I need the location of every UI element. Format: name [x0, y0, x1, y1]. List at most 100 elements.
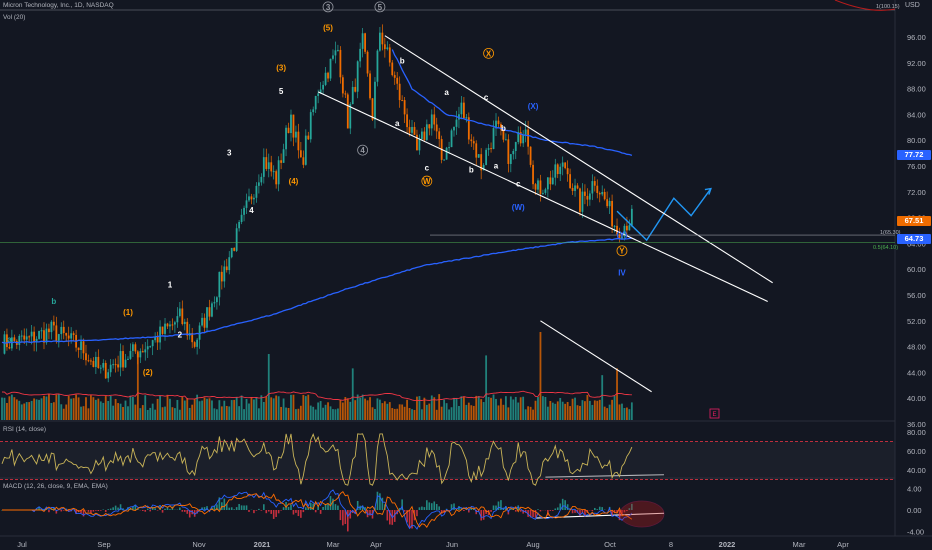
volume-bar	[230, 400, 233, 420]
volume-bar	[606, 408, 609, 420]
candle-body	[566, 168, 569, 175]
macd-histogram-bar	[263, 504, 265, 510]
sma-line	[1, 237, 633, 344]
volume-bar	[386, 403, 389, 420]
macd-histogram-bar	[218, 497, 221, 510]
volume-bar	[467, 402, 470, 420]
candle-body	[344, 93, 347, 95]
candle-body	[20, 335, 23, 337]
volume-bar	[257, 408, 260, 420]
volume-bar	[435, 409, 438, 420]
volume-bar	[193, 398, 196, 420]
wave-label: (X)	[528, 102, 539, 111]
volume-bar	[102, 402, 105, 420]
rsi-band	[0, 441, 895, 480]
volume-bar	[460, 396, 463, 420]
macd-histogram-bar	[549, 510, 552, 511]
candle-body	[109, 364, 112, 373]
candle-body	[458, 114, 460, 120]
price-tick-label: 52.00	[907, 317, 926, 326]
volume-bar	[322, 407, 324, 420]
macd-histogram-bar	[386, 510, 389, 521]
macd-histogram-bar	[90, 510, 92, 514]
wave-label: (5)	[323, 24, 333, 33]
macd-histogram-bar	[169, 509, 171, 510]
volume-bar	[262, 401, 265, 420]
volume-bar	[233, 399, 236, 420]
volume-bar	[215, 409, 218, 420]
volume-bar	[534, 400, 537, 420]
volume-bar	[616, 368, 618, 420]
volume-bar	[213, 408, 216, 420]
macd-histogram-bar	[186, 510, 189, 514]
macd-histogram-bar	[598, 506, 601, 510]
volume-bar	[364, 398, 366, 420]
candle-body	[213, 302, 216, 304]
macd-histogram-bar	[450, 504, 453, 510]
time-tick-label: 2021	[254, 540, 271, 549]
macd-histogram-bar	[305, 507, 307, 510]
fib-label-upper: 1(65.30)	[880, 230, 901, 236]
volume-bar	[470, 405, 473, 420]
candle-body	[124, 359, 127, 368]
macd-histogram-bar	[334, 504, 337, 510]
candle-body	[403, 100, 406, 115]
rsi-legend: RSI (14, close)	[3, 426, 46, 433]
volume-bar	[504, 396, 507, 420]
macd-histogram-bar	[342, 510, 344, 526]
candle-body	[495, 120, 497, 129]
candle-body	[240, 214, 243, 222]
macd-histogram-bar	[92, 510, 95, 512]
volume-bar	[621, 403, 623, 420]
volume-bar	[329, 406, 332, 420]
volume-bar	[15, 399, 18, 420]
candle-body	[40, 330, 43, 332]
macd-histogram-bar	[411, 510, 413, 529]
symbol-title: Micron Technology, Inc., 1D, NASDAQ	[3, 2, 114, 9]
volume-bar	[62, 408, 65, 420]
candle-body	[445, 147, 448, 160]
macd-histogram-bar	[100, 510, 102, 511]
candle-body	[406, 114, 408, 128]
volume-bar	[57, 394, 60, 420]
macd-histogram-bar	[132, 506, 134, 510]
volume-bar	[245, 398, 248, 420]
candle-body	[257, 182, 260, 186]
candle-body	[379, 32, 381, 51]
candle-body	[151, 340, 154, 347]
volume-bar	[181, 397, 184, 420]
candle-body	[304, 135, 307, 165]
candle-body	[527, 129, 530, 147]
candle-body	[233, 247, 236, 251]
candle-body	[606, 199, 609, 207]
volume-bar	[35, 399, 38, 420]
macd-histogram-bar	[554, 508, 557, 510]
candle-body	[285, 127, 287, 150]
volume-bar	[443, 399, 446, 420]
volume-bar	[287, 407, 290, 420]
macd-histogram-bar	[295, 510, 297, 513]
candle-body	[208, 307, 211, 317]
candle-body	[428, 124, 431, 129]
candle-body	[519, 131, 522, 144]
volume-ma-line	[1, 390, 632, 402]
rsi-tick-label: 80.00	[907, 428, 926, 437]
volume-bar	[453, 397, 455, 420]
macd-histogram-bar	[356, 500, 359, 510]
volume-bar	[601, 375, 604, 420]
volume-bar	[341, 402, 344, 420]
volume-bar	[141, 405, 144, 420]
wave-label: a	[444, 88, 449, 97]
candle-body	[433, 114, 436, 125]
volume-bar	[267, 354, 270, 420]
candle-body	[3, 334, 6, 354]
macd-histogram-bar	[537, 509, 539, 510]
volume-bar	[30, 400, 33, 420]
wave-label-circle	[483, 47, 494, 59]
volume-bar	[297, 408, 300, 420]
volume-bar	[253, 399, 255, 420]
grid-lines	[0, 0, 932, 537]
volume-bar	[542, 396, 544, 420]
